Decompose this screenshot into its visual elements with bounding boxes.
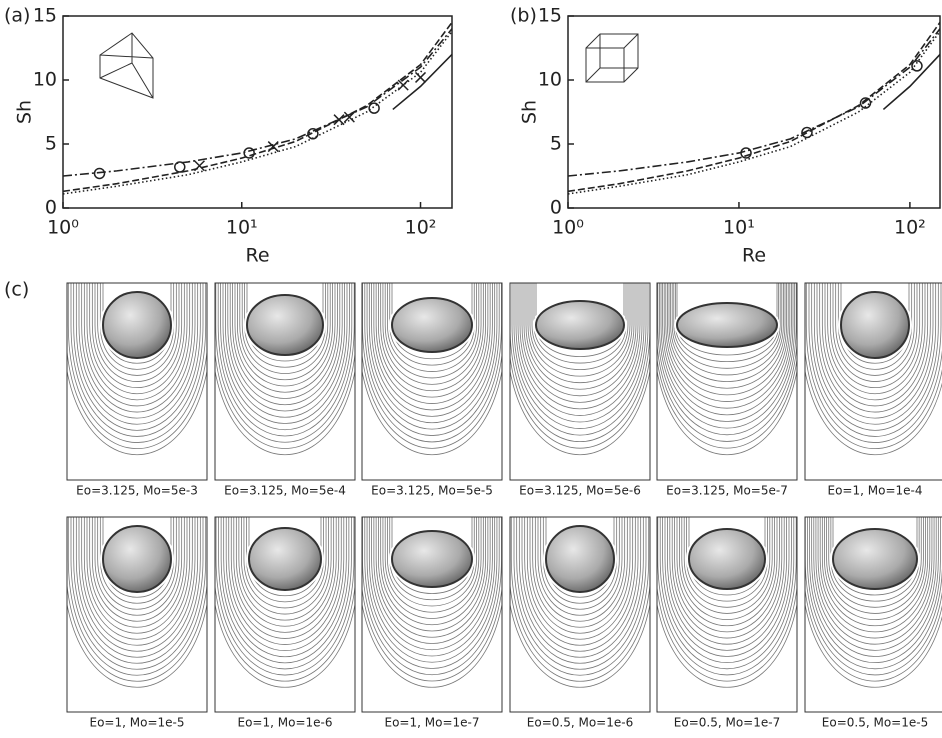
y-axis-label: Sh <box>14 100 36 124</box>
bubble <box>841 292 909 358</box>
bubble <box>546 526 614 592</box>
y-tick-label: 5 <box>550 133 562 155</box>
bubble <box>677 303 777 347</box>
y-tick-label: 0 <box>550 197 562 219</box>
x-tick-label: 10² <box>405 217 437 239</box>
bubble <box>689 529 765 589</box>
x-tick-label: 10² <box>894 217 926 239</box>
bubble <box>247 295 323 355</box>
contour-panel <box>653 283 801 480</box>
panel-caption: Eo=3.125, Mo=5e-6 <box>519 484 641 498</box>
circle-marker <box>175 162 185 172</box>
panel-caption: Eo=3.125, Mo=5e-3 <box>76 484 198 498</box>
contour-panel <box>506 283 654 480</box>
contour-panel <box>358 517 506 712</box>
y-tick-label: 10 <box>538 69 562 91</box>
y-tick-label: 15 <box>33 5 57 27</box>
figure: (a) 0 5 10 15 10⁰ 10¹ 10² Re Sh (b) 0 5 10 15 10⁰ 10¹ 10²… <box>0 0 942 738</box>
prism-icon <box>100 33 153 98</box>
contour-panel <box>63 283 211 480</box>
cross-marker <box>398 80 408 90</box>
panel-caption: Eo=3.125, Mo=5e-5 <box>371 484 493 498</box>
axes-frame <box>568 16 940 208</box>
contour-panel <box>801 517 942 712</box>
contour-panel <box>801 283 942 480</box>
panel-caption: Eo=3.125, Mo=5e-4 <box>224 484 346 498</box>
panel-caption: Eo=1, Mo=1e-5 <box>90 716 185 730</box>
circle-marker <box>244 148 254 158</box>
panel-label: (a) <box>4 5 30 27</box>
contour-panel <box>211 283 359 480</box>
curve <box>63 29 452 176</box>
contour-panel <box>358 283 506 480</box>
x-axis-label: Re <box>742 245 766 267</box>
panel-caption: Eo=0.5, Mo=1e-7 <box>674 716 780 730</box>
bubble <box>392 298 472 352</box>
y-tick-label: 5 <box>45 133 57 155</box>
panel-caption: Eo=1, Mo=1e-7 <box>385 716 480 730</box>
cross-marker <box>334 115 344 125</box>
y-tick-label: 0 <box>45 197 57 219</box>
panel-label: (c) <box>4 279 29 301</box>
bubble <box>103 526 171 592</box>
curve <box>393 54 452 109</box>
panel-label: (b) <box>510 5 537 27</box>
panel-caption: Eo=1, Mo=1e-6 <box>238 716 333 730</box>
x-axis-label: Re <box>245 245 269 267</box>
x-tick-label: 10⁰ <box>47 217 79 239</box>
x-tick-label: 10¹ <box>723 217 755 239</box>
cross-marker <box>416 72 426 82</box>
y-tick-label: 10 <box>33 69 57 91</box>
bubble <box>103 292 171 358</box>
bubble <box>249 528 321 590</box>
x-tick-label: 10¹ <box>226 217 258 239</box>
bubble <box>833 529 917 589</box>
cross-marker <box>268 142 278 152</box>
contour-panel <box>211 517 359 712</box>
bubble <box>536 301 624 349</box>
y-axis-label: Sh <box>519 100 541 124</box>
curve <box>63 22 452 191</box>
contour-panel <box>63 517 211 712</box>
x-tick-label: 10⁰ <box>552 217 584 239</box>
axes-frame <box>63 16 452 208</box>
cross-marker <box>194 161 204 171</box>
panel-caption: Eo=1, Mo=1e-4 <box>828 484 923 498</box>
contour-panel <box>506 517 654 712</box>
circle-marker <box>94 168 104 178</box>
y-tick-label: 15 <box>538 5 562 27</box>
panel-caption: Eo=0.5, Mo=1e-6 <box>527 716 633 730</box>
panel-caption: Eo=3.125, Mo=5e-7 <box>666 484 788 498</box>
cube-icon <box>586 34 638 82</box>
circle-marker <box>369 103 379 113</box>
contour-panel <box>653 517 801 712</box>
panel-caption: Eo=0.5, Mo=1e-5 <box>822 716 928 730</box>
bubble <box>392 531 472 587</box>
